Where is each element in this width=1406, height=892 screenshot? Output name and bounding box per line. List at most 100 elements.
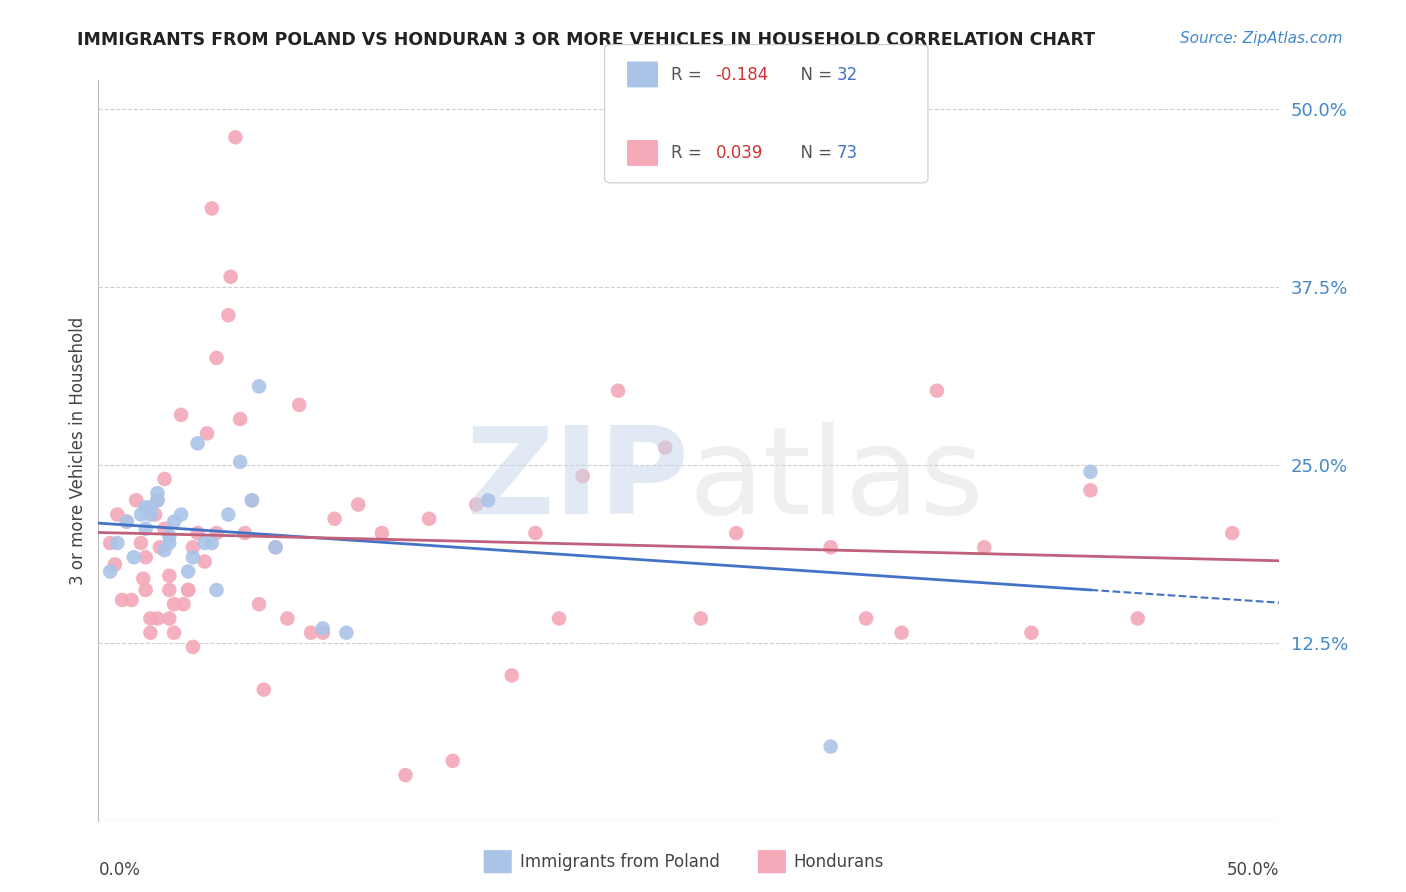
Point xyxy=(288,398,311,412)
Point xyxy=(157,568,180,582)
Point xyxy=(181,640,204,654)
Point xyxy=(157,582,180,597)
Point xyxy=(312,625,335,640)
Point xyxy=(139,625,162,640)
Point xyxy=(441,754,464,768)
Point xyxy=(132,572,155,586)
Text: 32: 32 xyxy=(837,66,858,84)
Point xyxy=(181,541,204,555)
Point xyxy=(264,541,287,555)
Point xyxy=(153,543,176,558)
Point xyxy=(122,550,145,565)
Point xyxy=(725,526,748,541)
Point xyxy=(205,582,228,597)
Point xyxy=(1126,611,1149,625)
Point xyxy=(153,522,176,536)
Point xyxy=(104,558,127,572)
Point xyxy=(217,308,239,322)
Point xyxy=(121,593,143,607)
Point xyxy=(548,611,571,625)
Point xyxy=(371,526,394,541)
Point xyxy=(323,512,346,526)
Point xyxy=(170,408,193,422)
Point xyxy=(654,441,676,455)
Text: 0.039: 0.039 xyxy=(716,145,763,162)
Point xyxy=(146,611,169,625)
Point xyxy=(153,472,176,486)
Point xyxy=(146,493,169,508)
Point xyxy=(157,529,180,543)
Point xyxy=(163,597,186,611)
Point xyxy=(820,739,842,754)
Point xyxy=(157,611,180,625)
Point xyxy=(264,541,287,555)
Point xyxy=(1220,526,1243,541)
Text: 0.0%: 0.0% xyxy=(98,861,141,879)
Point xyxy=(240,493,263,508)
Point xyxy=(135,522,157,536)
Point xyxy=(855,611,877,625)
Point xyxy=(143,508,166,522)
Point xyxy=(201,536,224,550)
Point xyxy=(276,611,298,625)
Point xyxy=(477,493,499,508)
Point xyxy=(205,526,228,541)
Point xyxy=(312,622,335,636)
Text: atlas: atlas xyxy=(689,422,984,539)
Point xyxy=(115,515,138,529)
Point xyxy=(229,455,252,469)
Point xyxy=(187,436,209,450)
Point xyxy=(187,526,209,541)
Point xyxy=(253,682,276,697)
Point xyxy=(418,512,440,526)
Point xyxy=(163,625,186,640)
Point xyxy=(205,351,228,365)
Text: N =: N = xyxy=(790,145,838,162)
Point xyxy=(125,493,148,508)
Point xyxy=(170,508,193,522)
Point xyxy=(1080,483,1102,498)
Point xyxy=(181,550,204,565)
Point xyxy=(146,493,169,508)
Point xyxy=(247,379,270,393)
Point xyxy=(973,541,995,555)
Point xyxy=(229,412,252,426)
Point xyxy=(98,536,121,550)
Point xyxy=(217,508,239,522)
Point xyxy=(177,582,200,597)
Point xyxy=(335,625,357,640)
Text: ZIP: ZIP xyxy=(465,422,689,539)
Point xyxy=(194,536,217,550)
Text: N =: N = xyxy=(790,66,838,84)
Text: Source: ZipAtlas.com: Source: ZipAtlas.com xyxy=(1180,31,1343,46)
Point xyxy=(98,565,121,579)
Point xyxy=(157,536,180,550)
Point xyxy=(890,625,912,640)
Point xyxy=(177,582,200,597)
Text: IMMIGRANTS FROM POLAND VS HONDURAN 3 OR MORE VEHICLES IN HOUSEHOLD CORRELATION C: IMMIGRANTS FROM POLAND VS HONDURAN 3 OR … xyxy=(77,31,1095,49)
Point xyxy=(925,384,948,398)
Point xyxy=(139,611,162,625)
Point xyxy=(224,130,246,145)
Point xyxy=(233,526,256,541)
Point xyxy=(501,668,523,682)
Point xyxy=(1080,465,1102,479)
Point xyxy=(177,565,200,579)
Point xyxy=(219,269,242,284)
Text: Immigrants from Poland: Immigrants from Poland xyxy=(520,853,720,871)
Point xyxy=(571,469,593,483)
Text: R =: R = xyxy=(671,145,707,162)
Text: Hondurans: Hondurans xyxy=(793,853,883,871)
Text: 73: 73 xyxy=(837,145,858,162)
Point xyxy=(394,768,416,782)
Point xyxy=(135,582,157,597)
Point xyxy=(195,426,218,441)
Point xyxy=(240,493,263,508)
Point xyxy=(163,515,186,529)
Text: -0.184: -0.184 xyxy=(716,66,769,84)
Point xyxy=(465,498,488,512)
Point xyxy=(129,536,152,550)
Point xyxy=(135,500,157,515)
Point xyxy=(247,597,270,611)
Point xyxy=(524,526,547,541)
